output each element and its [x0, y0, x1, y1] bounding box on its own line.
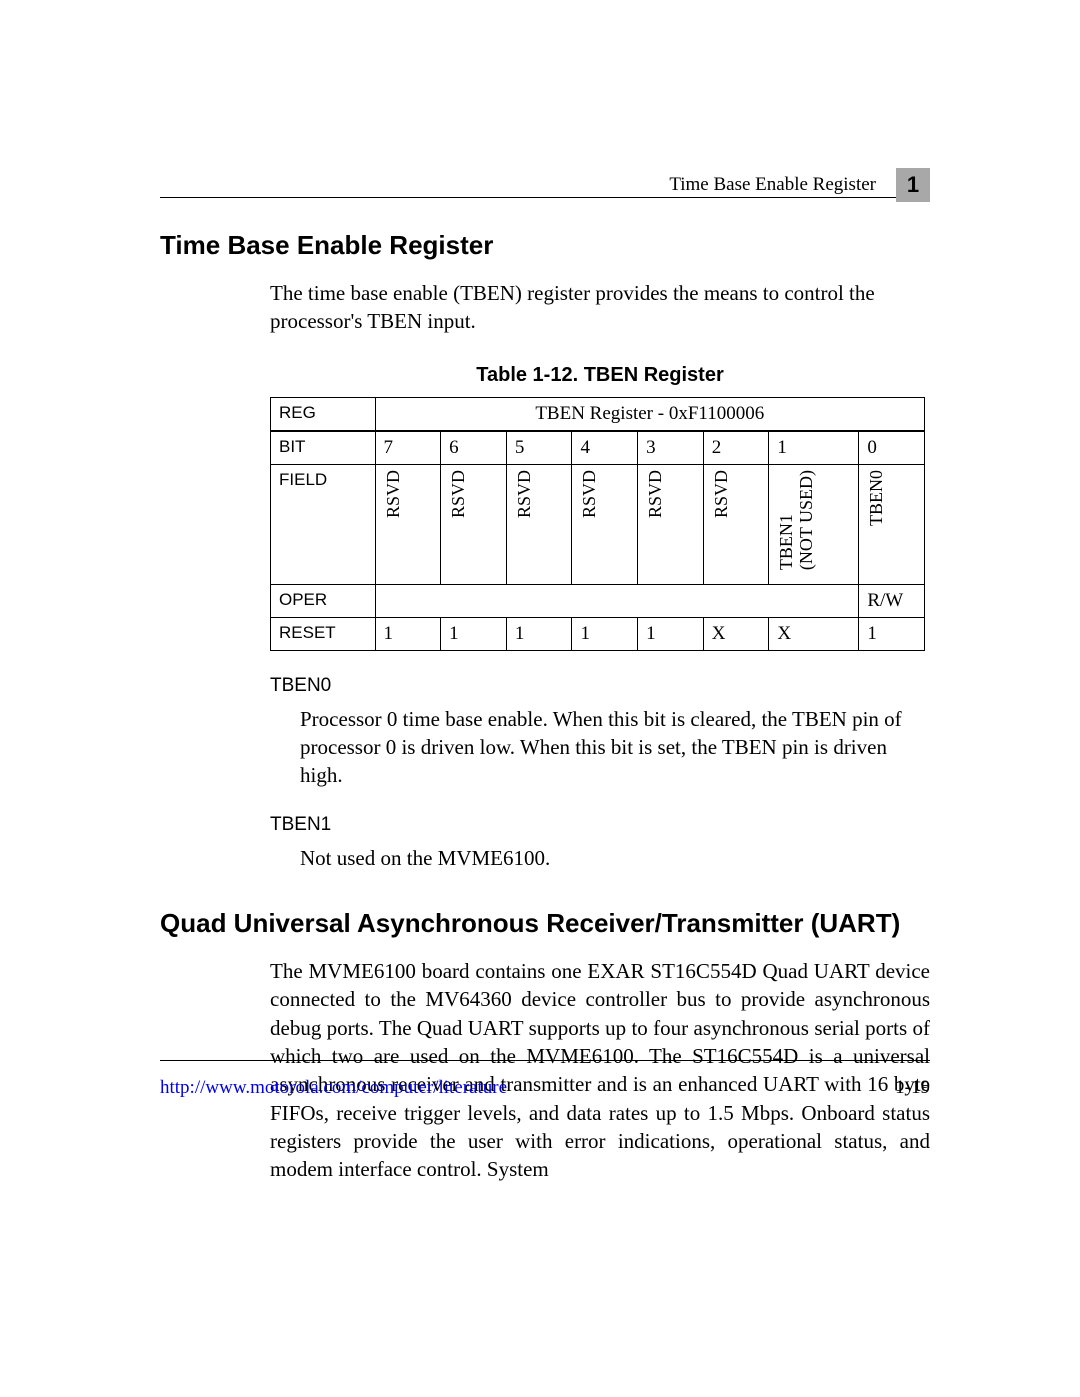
reset-cell: 1 — [638, 617, 704, 650]
footer-rule — [160, 1060, 930, 1061]
bit-cell: 1 — [769, 431, 859, 465]
field-def-name: TBEN1 — [270, 814, 930, 836]
oper-cell-rw: R/W — [859, 584, 925, 617]
field-cell: TBEN0 — [859, 464, 925, 584]
bit-cell: 5 — [506, 431, 572, 465]
field-def-name: TBEN0 — [270, 675, 930, 697]
field-cell: RSVD — [506, 464, 572, 584]
bit-cell: 6 — [441, 431, 507, 465]
reset-cell: 1 — [572, 617, 638, 650]
field-cell: RSVD — [375, 464, 441, 584]
row-label-field: FIELD — [271, 464, 376, 584]
section-title-tben: Time Base Enable Register — [160, 230, 930, 261]
reg-name-cell: TBEN Register - 0xF1100006 — [375, 397, 924, 431]
page-number: 1-19 — [895, 1077, 930, 1099]
field-def-desc: Processor 0 time base enable. When this … — [300, 705, 930, 790]
row-label-reg: REG — [271, 397, 376, 431]
bit-cell: 2 — [703, 431, 769, 465]
table-row-oper: OPER R/W — [271, 584, 925, 617]
chapter-tab: 1 — [896, 168, 930, 202]
tben-register-table: REG TBEN Register - 0xF1100006 BIT 7 6 5… — [270, 397, 925, 651]
bit-cell: 7 — [375, 431, 441, 465]
footer-link[interactable]: http://www.motorola.com/computer/literat… — [160, 1077, 507, 1099]
table-row-bit: BIT 7 6 5 4 3 2 1 0 — [271, 431, 925, 465]
table-row-field: FIELD RSVD RSVD RSVD RSVD RSVD RSVD TBEN… — [271, 464, 925, 584]
section-para-tben: The time base enable (TBEN) register pro… — [270, 279, 930, 336]
table-caption: Table 1-12. TBEN Register — [270, 364, 930, 387]
row-label-reset: RESET — [271, 617, 376, 650]
content: Time Base Enable Register The time base … — [160, 230, 930, 1184]
reset-cell: 1 — [859, 617, 925, 650]
table-row-reset: RESET 1 1 1 1 1 X X 1 — [271, 617, 925, 650]
header-rule — [160, 197, 896, 198]
section-para-uart: The MVME6100 board contains one EXAR ST1… — [270, 957, 930, 1184]
field-cell: TBEN1 (NOT USED) — [769, 464, 859, 584]
field-cell: RSVD — [572, 464, 638, 584]
reset-cell: X — [703, 617, 769, 650]
field-cell: RSVD — [638, 464, 704, 584]
section-title-uart: Quad Universal Asynchronous Receiver/Tra… — [160, 908, 930, 939]
table-row-reg: REG TBEN Register - 0xF1100006 — [271, 397, 925, 431]
running-title: Time Base Enable Register — [669, 174, 876, 196]
row-label-bit: BIT — [271, 431, 376, 465]
page: Time Base Enable Register 1 Time Base En… — [0, 0, 1080, 1292]
field-cell: RSVD — [703, 464, 769, 584]
oper-cell-blank — [375, 584, 859, 617]
reset-cell: 1 — [506, 617, 572, 650]
bit-cell: 3 — [638, 431, 704, 465]
bit-cell: 4 — [572, 431, 638, 465]
field-def-desc: Not used on the MVME6100. — [300, 844, 930, 872]
reset-cell: 1 — [375, 617, 441, 650]
footer: http://www.motorola.com/computer/literat… — [160, 1077, 930, 1099]
reset-cell: X — [769, 617, 859, 650]
bit-cell: 0 — [859, 431, 925, 465]
row-label-oper: OPER — [271, 584, 376, 617]
reset-cell: 1 — [441, 617, 507, 650]
field-cell: RSVD — [441, 464, 507, 584]
